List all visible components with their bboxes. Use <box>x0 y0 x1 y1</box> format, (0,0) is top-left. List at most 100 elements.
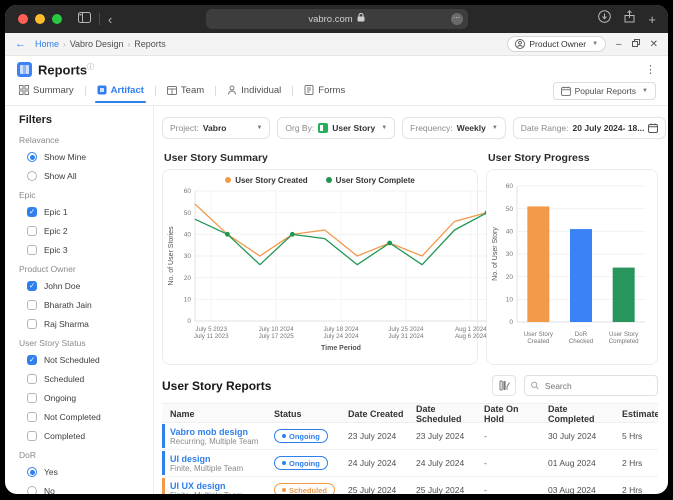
tab-summary[interactable]: Summary <box>17 85 76 102</box>
filter-option-not-scheduled[interactable]: Not Scheduled <box>27 355 145 365</box>
tab-individual[interactable]: Individual <box>225 85 283 102</box>
column-header-status[interactable]: Status <box>266 409 340 419</box>
filter-option-epic-2[interactable]: Epic 2 <box>27 226 145 236</box>
tab-label: Summary <box>33 85 74 96</box>
downloads-icon[interactable] <box>598 10 611 28</box>
back-icon[interactable]: ‹ <box>108 13 112 26</box>
user-story-icon <box>318 123 328 133</box>
filter-option-no[interactable]: No <box>27 486 145 494</box>
filter-option-scheduled[interactable]: Scheduled <box>27 374 145 384</box>
user-story-link[interactable]: UI design <box>170 454 266 464</box>
close-window-icon[interactable]: ✕ <box>650 39 658 50</box>
filter-option-epic-3[interactable]: Epic 3 <box>27 245 145 255</box>
org-by-dropdown[interactable]: Org By: User Story ▼ <box>277 117 395 139</box>
checkbox[interactable] <box>27 355 37 365</box>
checkbox[interactable] <box>27 374 37 384</box>
popular-reports-button[interactable]: Popular Reports ▼ <box>553 82 656 100</box>
filter-option-show-all[interactable]: Show All <box>27 171 145 181</box>
app-header: Reportsⓘ ⋮ <box>5 56 668 81</box>
radio-button[interactable] <box>27 486 37 494</box>
user-story-progress-chart: 0102030405060User StoryCreatedDoRChecked… <box>489 174 653 358</box>
svg-text:30: 30 <box>506 252 514 259</box>
date-created-cell: 23 July 2024 <box>340 431 408 441</box>
filter-group-label-user-story-status: User Story Status <box>19 338 145 348</box>
filter-option-completed[interactable]: Completed <box>27 431 145 441</box>
date-on-hold-cell: - <box>476 431 540 441</box>
filter-option-show-mine[interactable]: Show Mine <box>27 152 145 162</box>
tab-team[interactable]: Team <box>165 85 206 102</box>
breadcrumb-back-icon[interactable]: ← <box>15 38 26 50</box>
minimize-traffic-light[interactable] <box>35 14 45 24</box>
column-header-date-created[interactable]: Date Created <box>340 409 408 419</box>
checkbox[interactable] <box>27 226 37 236</box>
forms-icon <box>304 85 314 95</box>
tab-label: Artifact <box>111 85 144 96</box>
breadcrumb-vabro-design[interactable]: Vabro Design <box>70 39 124 49</box>
column-header-estimate[interactable]: Estimate <box>614 409 658 419</box>
filter-option-not-completed[interactable]: Not Completed <box>27 412 145 422</box>
extension-icon[interactable]: ⋯ <box>451 13 463 25</box>
kebab-menu-icon[interactable]: ⋮ <box>645 63 656 76</box>
info-icon[interactable]: ⓘ <box>87 64 94 71</box>
filter-option-raj-sharma[interactable]: Raj Sharma <box>27 319 145 329</box>
breadcrumb-home[interactable]: Home <box>35 39 59 49</box>
frequency-dropdown[interactable]: Frequency: Weekly ▼ <box>402 117 506 139</box>
table-row[interactable]: Vabro mob designRecurring, Multiple Team… <box>162 423 658 450</box>
filter-option-bharath-jain[interactable]: Bharath Jain <box>27 300 145 310</box>
svg-text:10: 10 <box>184 297 192 304</box>
checkbox[interactable] <box>27 300 37 310</box>
new-tab-icon[interactable]: + <box>648 12 656 27</box>
status-cell: Ongoing <box>266 456 340 470</box>
checkbox[interactable] <box>27 281 37 291</box>
breadcrumb-reports[interactable]: Reports <box>134 39 166 49</box>
sidebar-toggle-icon[interactable] <box>78 10 91 28</box>
checkbox[interactable] <box>27 431 37 441</box>
table-row[interactable]: UI designFinite, Multiple TeamOngoing24 … <box>162 450 658 477</box>
filter-option-epic-1[interactable]: Epic 1 <box>27 207 145 217</box>
url-bar[interactable]: vabro.com ⋯ <box>206 9 468 29</box>
restore-window-icon[interactable] <box>632 39 640 50</box>
filter-option-label: Show All <box>44 171 77 181</box>
tab-artifact[interactable]: Artifact <box>95 85 146 102</box>
filter-option-john-doe[interactable]: John Doe <box>27 281 145 291</box>
tab-divider <box>155 86 156 96</box>
project-dropdown[interactable]: Project: Vabro ▼ <box>162 117 270 139</box>
table-search[interactable] <box>524 375 658 396</box>
radio-button[interactable] <box>27 171 37 181</box>
filter-option-yes[interactable]: Yes <box>27 467 145 477</box>
column-header-name[interactable]: Name <box>162 409 266 419</box>
legend-item[interactable]: User Story Created <box>225 176 307 185</box>
report-tabs: Summary Artifact Team Individual Forms Popul… <box>5 81 668 106</box>
column-settings-button[interactable] <box>492 375 516 396</box>
legend-item[interactable]: User Story Complete <box>326 176 415 185</box>
chevron-down-icon: ▼ <box>642 88 648 94</box>
filter-group-label-relavance: Relavance <box>19 135 145 145</box>
checkbox[interactable] <box>27 245 37 255</box>
role-selector[interactable]: Product Owner ▼ <box>507 36 606 52</box>
checkbox[interactable] <box>27 319 37 329</box>
column-header-date-scheduled[interactable]: Date Scheduled <box>408 404 476 424</box>
user-story-link[interactable]: UI UX design <box>170 481 266 491</box>
checkbox[interactable] <box>27 393 37 403</box>
table-row[interactable]: UI UX designFinite, Multiple TeamSchedul… <box>162 477 658 494</box>
checkbox[interactable] <box>27 412 37 422</box>
name-cell: UI designFinite, Multiple Team <box>162 454 266 474</box>
minimize-window-icon[interactable]: – <box>616 39 622 50</box>
filter-option-ongoing[interactable]: Ongoing <box>27 393 145 403</box>
zoom-traffic-light[interactable] <box>52 14 62 24</box>
column-header-date-completed[interactable]: Date Completed <box>540 404 614 424</box>
search-input[interactable] <box>543 380 651 392</box>
radio-button[interactable] <box>27 152 37 162</box>
lock-icon <box>357 13 365 25</box>
tab-divider <box>215 86 216 96</box>
user-story-link[interactable]: Vabro mob design <box>170 427 266 437</box>
legend-label: User Story Created <box>235 176 307 185</box>
close-traffic-light[interactable] <box>18 14 28 24</box>
radio-button[interactable] <box>27 467 37 477</box>
url-text: vabro.com <box>308 14 352 25</box>
column-header-date-on-hold[interactable]: Date On Hold <box>476 404 540 424</box>
checkbox[interactable] <box>27 207 37 217</box>
share-icon[interactable] <box>624 10 635 28</box>
date-range-picker[interactable]: Date Range: 20 July 2024- 18... <box>513 117 667 139</box>
tab-forms[interactable]: Forms <box>302 85 347 102</box>
